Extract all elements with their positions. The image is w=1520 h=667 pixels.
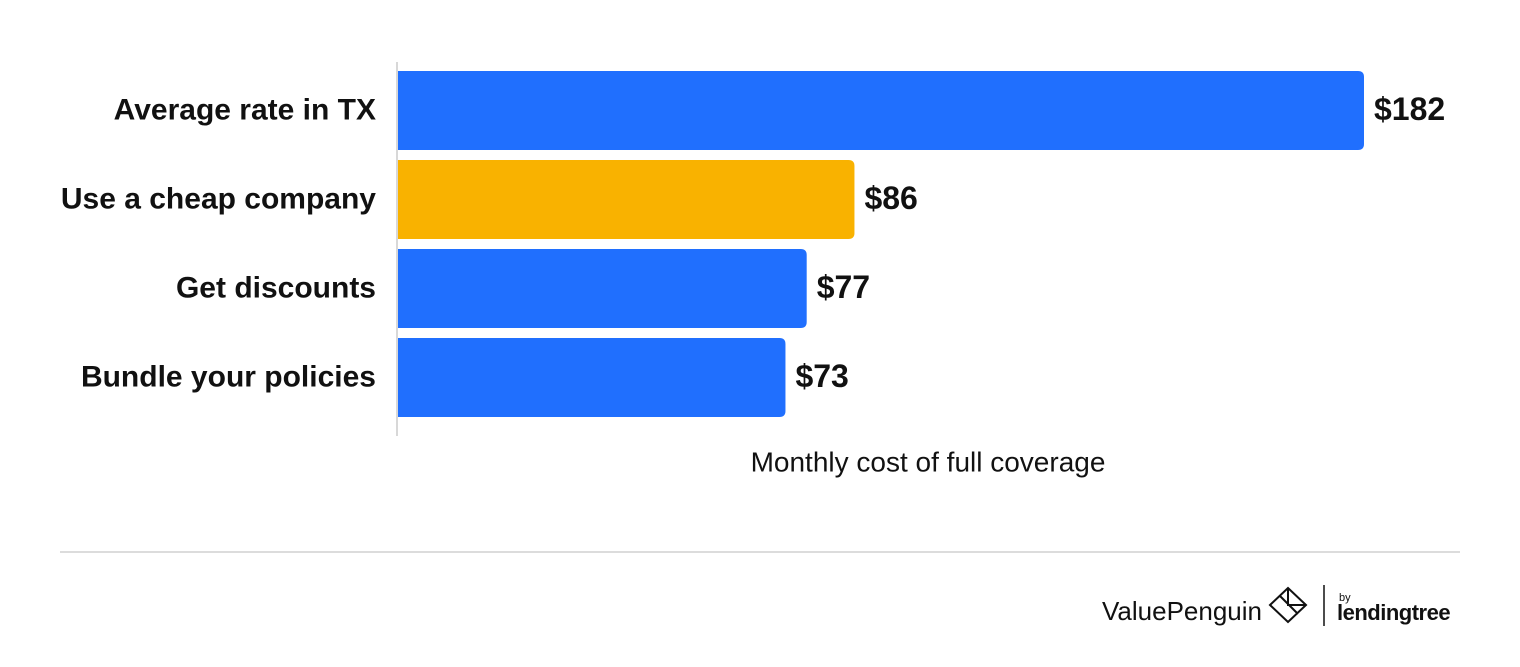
value-label: $86 [864,180,917,216]
partner-name: lendingtree [1337,600,1450,625]
bar [398,249,807,328]
x-axis-label: Monthly cost of full coverage [751,446,1106,477]
bar [398,71,1364,150]
category-label: Average rate in TX [114,93,376,126]
bar [398,338,786,417]
category-label: Bundle your policies [81,360,376,393]
bar [398,160,855,239]
footer-by: by [1339,592,1351,604]
value-label: $73 [795,358,848,394]
category-label: Get discounts [176,271,376,304]
category-label: Use a cheap company [61,182,376,215]
value-label: $182 [1374,91,1445,127]
value-label: $77 [817,269,870,305]
brand-name: ValuePenguin [1102,596,1262,626]
brand-logo [1268,586,1308,624]
